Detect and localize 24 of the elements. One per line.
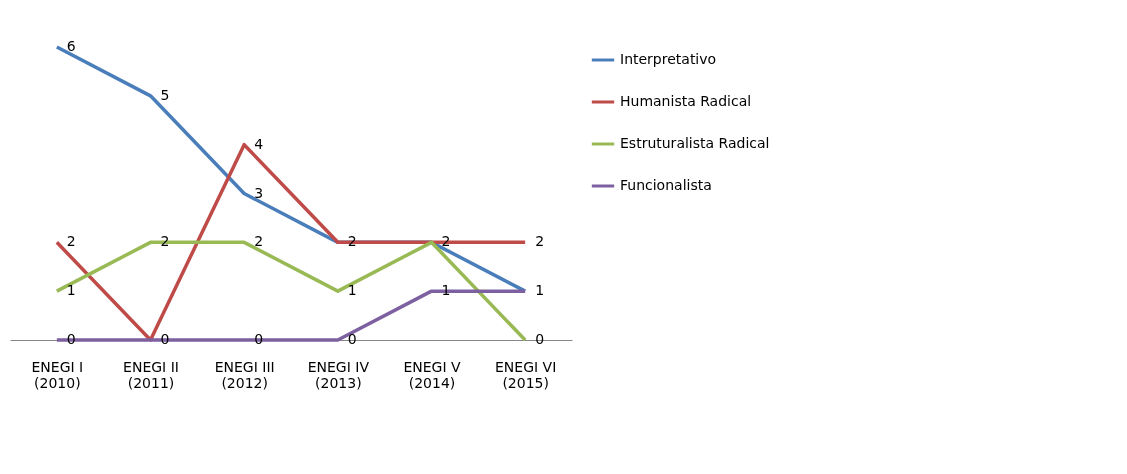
data-label: 4: [254, 135, 264, 152]
data-label: 1: [441, 282, 451, 299]
legend-label: Humanista Radical: [620, 93, 752, 109]
data-label: 5: [160, 86, 170, 103]
data-label: 0: [535, 331, 545, 347]
x-tick-label: ENEGI VI (2015): [495, 358, 557, 391]
x-tick-label: ENEGI V (2014): [403, 358, 462, 391]
data-label: 0: [347, 331, 357, 347]
legend-label: Estruturalista Radical: [620, 135, 770, 151]
data-label: 2: [254, 233, 264, 250]
data-label: 3: [254, 184, 264, 201]
data-label: 6: [66, 38, 76, 54]
x-tick-label: ENEGI III (2012): [214, 358, 275, 391]
x-tick-label: ENEGI II (2011): [123, 358, 179, 391]
data-label: 2: [66, 233, 76, 250]
data-label: 1: [347, 282, 357, 299]
data-label: 1: [66, 282, 76, 299]
data-label: 1: [535, 282, 545, 299]
x-tick-label: ENEGI IV (2013): [307, 358, 370, 391]
legend-label: Interpretativo: [620, 51, 717, 67]
legend-label: Funcionalista: [620, 177, 712, 193]
data-label: 2: [535, 233, 545, 250]
x-tick-label: ENEGI I (2010): [31, 358, 84, 391]
data-label: 2: [160, 233, 170, 250]
